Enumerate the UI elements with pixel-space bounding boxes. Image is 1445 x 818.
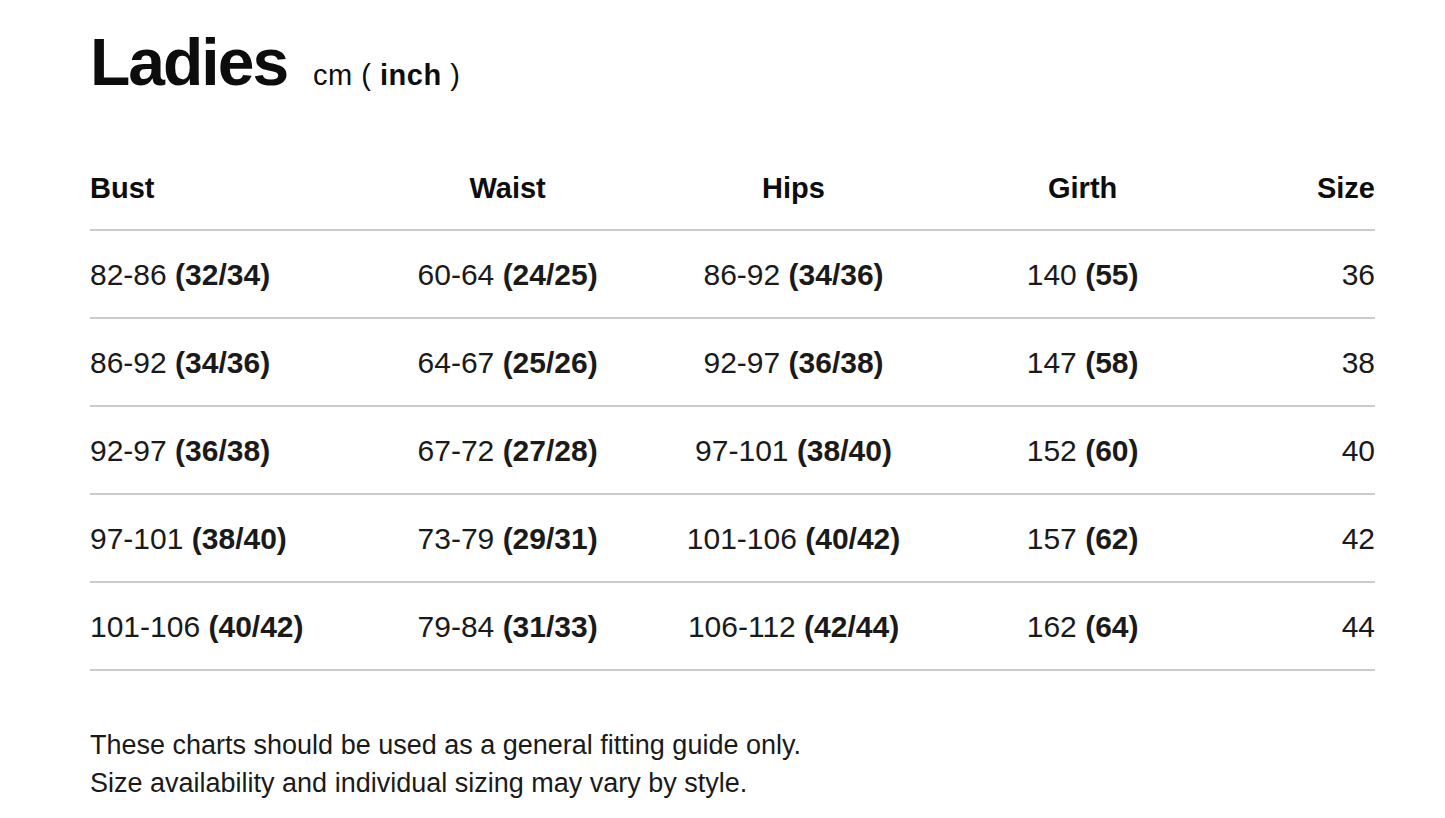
girth-cell: 162 (64) — [932, 582, 1234, 670]
waist-cell: 73-79 (29/31) — [360, 494, 656, 582]
page-header: Ladies cm ( inch ) — [90, 26, 1375, 114]
hips-cell: 97-101 (38/40) — [655, 406, 931, 494]
table-row: 97-101 (38/40) 73-79 (29/31) 101-106 (40… — [90, 494, 1375, 582]
unit-prefix: cm ( — [313, 59, 380, 91]
waist-cell: 60-64 (24/25) — [360, 230, 656, 318]
column-header-hips: Hips — [655, 156, 931, 230]
size-cell: 40 — [1234, 406, 1375, 494]
unit-suffix: ) — [442, 59, 461, 91]
column-header-waist: Waist — [360, 156, 656, 230]
bust-cell: 101-106 (40/42) — [90, 582, 360, 670]
bust-cell: 86-92 (34/36) — [90, 318, 360, 406]
hips-cell: 86-92 (34/36) — [655, 230, 931, 318]
waist-cell: 79-84 (31/33) — [360, 582, 656, 670]
girth-cell: 147 (58) — [932, 318, 1234, 406]
fitting-guide-note-line2: Size availability and individual sizing … — [90, 764, 1375, 802]
unit-label: cm ( inch ) — [313, 59, 460, 92]
bust-cell: 82-86 (32/34) — [90, 230, 360, 318]
table-row: 82-86 (32/34) 60-64 (24/25) 86-92 (34/36… — [90, 230, 1375, 318]
hips-cell: 92-97 (36/38) — [655, 318, 931, 406]
size-cell: 38 — [1234, 318, 1375, 406]
column-header-girth: Girth — [932, 156, 1234, 230]
column-header-bust: Bust — [90, 156, 360, 230]
fitting-guide-note: These charts should be used as a general… — [90, 726, 1375, 802]
waist-cell: 67-72 (27/28) — [360, 406, 656, 494]
column-header-size: Size — [1234, 156, 1375, 230]
hips-cell: 101-106 (40/42) — [655, 494, 931, 582]
size-chart-page: Ladies cm ( inch ) Bust Waist Hips Girth… — [0, 0, 1445, 802]
girth-cell: 157 (62) — [932, 494, 1234, 582]
table-row: 86-92 (34/36) 64-67 (25/26) 92-97 (36/38… — [90, 318, 1375, 406]
fitting-guide-note-line1: These charts should be used as a general… — [90, 726, 1375, 764]
unit-inch: inch — [380, 59, 442, 91]
table-row: 101-106 (40/42) 79-84 (31/33) 106-112 (4… — [90, 582, 1375, 670]
bust-cell: 92-97 (36/38) — [90, 406, 360, 494]
size-cell: 42 — [1234, 494, 1375, 582]
table-row: 92-97 (36/38) 67-72 (27/28) 97-101 (38/4… — [90, 406, 1375, 494]
hips-cell: 106-112 (42/44) — [655, 582, 931, 670]
page-title: Ladies — [90, 26, 287, 99]
size-chart-table: Bust Waist Hips Girth Size 82-86 (32/34)… — [90, 156, 1375, 671]
bust-cell: 97-101 (38/40) — [90, 494, 360, 582]
size-cell: 36 — [1234, 230, 1375, 318]
table-header-row: Bust Waist Hips Girth Size — [90, 156, 1375, 230]
girth-cell: 140 (55) — [932, 230, 1234, 318]
waist-cell: 64-67 (25/26) — [360, 318, 656, 406]
girth-cell: 152 (60) — [932, 406, 1234, 494]
size-cell: 44 — [1234, 582, 1375, 670]
